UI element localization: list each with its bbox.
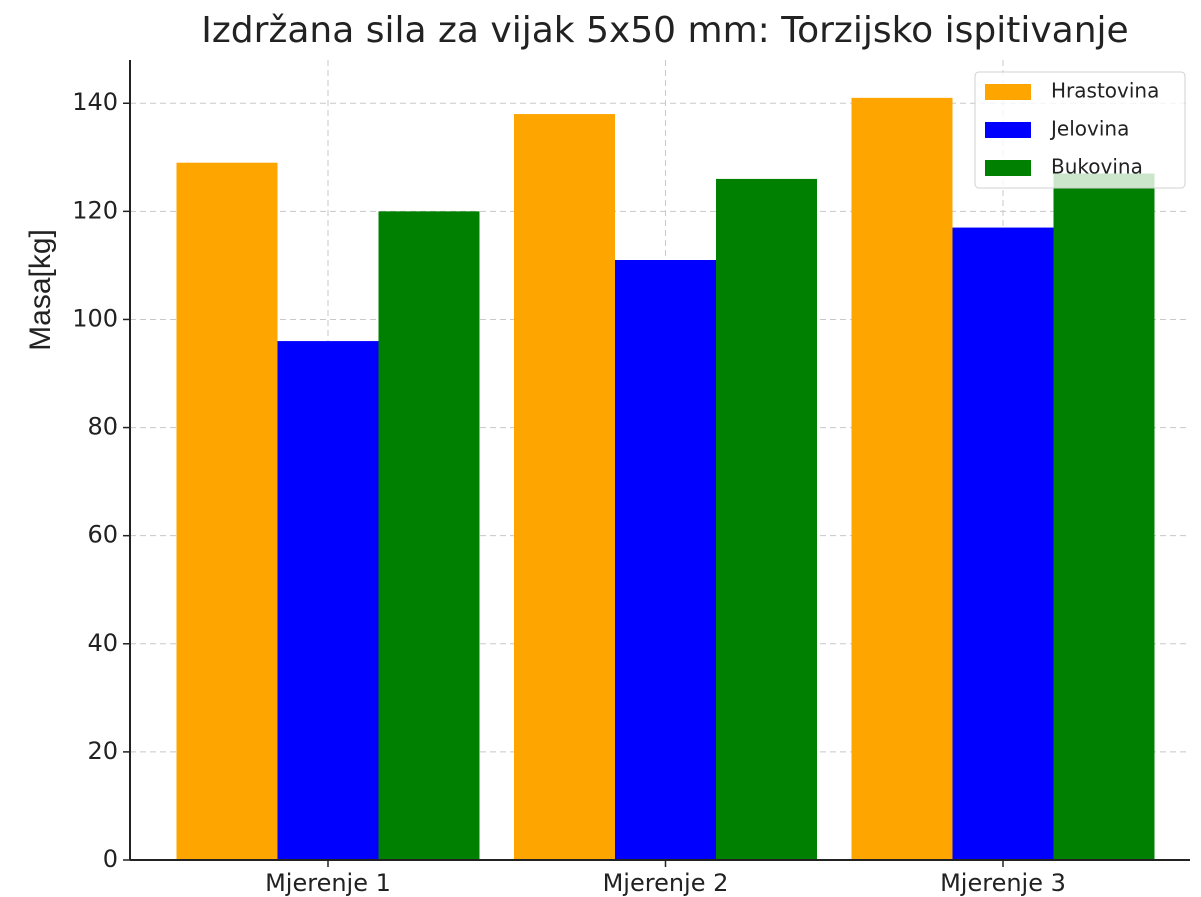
y-tick-label: 80 [87, 413, 118, 441]
chart-title: Izdržana sila za vijak 5x50 mm: Torzijsk… [201, 10, 1128, 51]
legend-label: Hrastovina [1051, 79, 1159, 103]
y-tick-label: 60 [87, 521, 118, 549]
legend-frame [974, 71, 1186, 189]
bar [716, 178, 817, 860]
y-tick-label: 120 [72, 196, 118, 224]
y-tick-label: 40 [87, 629, 118, 657]
y-tick-label: 140 [72, 88, 118, 116]
bar [851, 97, 953, 861]
bar [952, 227, 1054, 860]
bar [176, 162, 278, 860]
x-tick-label: Mjerenje 3 [940, 869, 1066, 897]
bar [514, 114, 615, 860]
legend-swatch [985, 122, 1031, 138]
bar [378, 211, 480, 861]
legend-label: Jelovina [1049, 117, 1129, 141]
bar [277, 341, 379, 861]
legend-label: Bukovina [1051, 155, 1143, 179]
bar [615, 260, 716, 860]
y-tick-label: 100 [72, 304, 118, 332]
y-axis-label: Masa[kg] [24, 229, 57, 351]
y-tick-label: 20 [87, 737, 118, 765]
bar [1053, 173, 1155, 860]
x-tick-label: Mjerenje 2 [603, 869, 729, 897]
x-tick-label: Mjerenje 1 [265, 869, 391, 897]
y-tick-label: 0 [103, 845, 118, 873]
legend: Hrastovina Jelovina Bukovina [974, 71, 1186, 189]
legend-swatch [985, 160, 1031, 176]
legend-swatch [985, 84, 1031, 100]
